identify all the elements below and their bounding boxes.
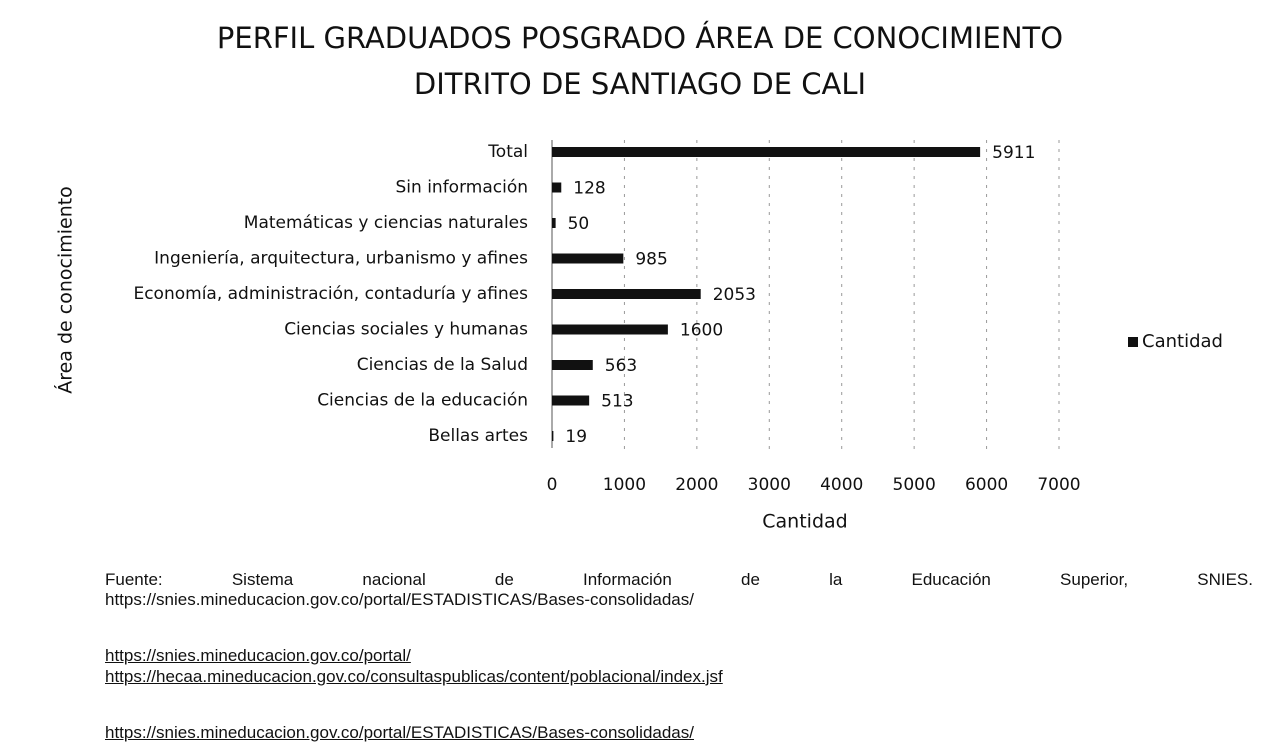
bar [552,289,701,299]
data-label: 985 [635,250,667,270]
y-tick-label: Sin información [396,178,529,198]
link[interactable]: https://snies.mineducacion.gov.co/portal… [105,723,694,742]
data-label: 563 [605,356,637,376]
x-tick-label: 5000 [893,475,936,495]
data-label: 513 [601,392,633,412]
legend-label: Cantidad [1142,331,1223,352]
y-tick-label: Ciencias de la Salud [357,355,528,375]
bar [552,431,554,441]
source: Fuente: Sistema nacional de Información … [105,570,1253,589]
y-tick-label: Ciencias sociales y humanas [284,320,528,340]
y-axis-label: Área de conocimiento [54,186,77,394]
chart-title: PERFIL GRADUADOS POSGRADO ÁREA DE CONOCI… [217,21,1063,55]
bar [552,253,624,264]
y-tick-label: Ciencias de la educación [317,391,528,411]
x-tick-label: 3000 [748,475,791,495]
x-axis-label: Cantidad [762,511,847,533]
y-tick-label: Bellas artes [428,426,528,446]
bar [552,218,556,228]
x-tick-label: 4000 [820,475,863,495]
x-tick-label: 0 [547,475,558,495]
chart-title: DITRITO DE SANTIAGO DE CALI [414,67,866,101]
x-tick-label: 6000 [965,475,1008,495]
data-label: 128 [573,179,605,199]
bar [552,360,593,370]
bar [552,395,590,406]
y-tick-label: Ingeniería, arquitectura, urbanismo y af… [154,249,528,269]
bar [552,324,668,335]
link[interactable]: https://snies.mineducacion.gov.co/portal… [105,646,411,665]
data-label: 19 [565,427,587,447]
data-label: 2053 [713,285,756,305]
data-label: 5911 [992,143,1035,163]
data-label: 1600 [680,321,723,341]
bar [552,147,981,157]
y-tick-label: Total [487,142,528,162]
legend-swatch [1128,337,1138,347]
y-tick-label: Matemáticas y ciencias naturales [244,213,528,233]
x-tick-label: 2000 [675,475,718,495]
link[interactable]: https://hecaa.mineducacion.gov.co/consul… [105,667,723,686]
bar [552,182,562,193]
data-label: 50 [568,214,590,234]
y-tick-label: Economía, administración, contaduría y a… [133,284,528,304]
x-tick-label: 1000 [603,475,646,495]
chart: PERFIL GRADUADOS POSGRADO ÁREA DE CONOCI… [54,21,1223,533]
x-tick-label: 7000 [1037,475,1080,495]
source-url: https://snies.mineducacion.gov.co/portal… [105,590,694,609]
